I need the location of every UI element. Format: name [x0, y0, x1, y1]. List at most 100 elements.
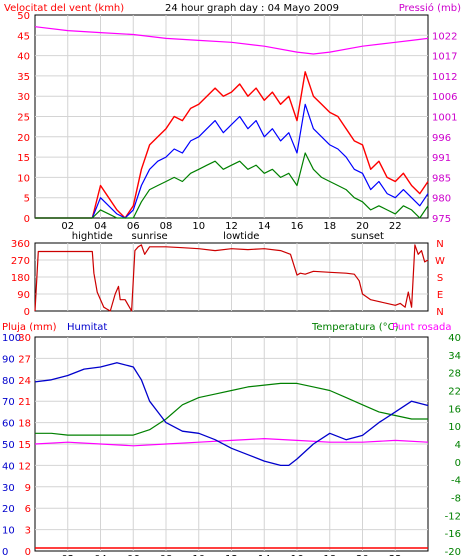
pressure-tick-label: 975	[432, 214, 451, 225]
rain-axis-title: Pluja (mm)	[2, 322, 57, 333]
pressure-tick-label: 1006	[432, 92, 457, 103]
temperature-tick-label: 28	[448, 369, 461, 380]
wind-x-tick-label: 16	[291, 221, 304, 232]
pressure-tick-label: 991	[432, 153, 451, 164]
wind-event-sunset: sunset	[351, 231, 384, 242]
temp-x-tick-label: 18	[323, 554, 336, 556]
humidity-tick-label: 0	[2, 547, 8, 556]
direction-compass-label: W	[435, 256, 445, 267]
wind-x-tick-label: 04	[94, 221, 107, 232]
rain-tick-label: 12	[18, 461, 31, 472]
wind-min-line	[35, 152, 429, 219]
humidity-axis-title: Humitat	[67, 322, 107, 333]
direction-tick-label: 180	[11, 273, 30, 284]
pressure-tick-label: 996	[432, 133, 451, 144]
humidity-tick-label: 30	[2, 483, 15, 494]
humidity-tick-label: 10	[2, 526, 15, 537]
temperature-tick-label: -16	[445, 529, 461, 540]
direction-compass-label: E	[437, 290, 443, 301]
temp-x-tick-label: 20	[356, 554, 369, 556]
humidity-tick-label: 90	[2, 354, 15, 365]
chart-title: 24 hour graph day : 04 Mayo 2009	[165, 3, 339, 14]
pressure-line	[34, 26, 429, 55]
rain-tick-label: 18	[18, 419, 31, 430]
dew-point-axis-title: Punt rosada	[392, 322, 451, 333]
humidity-tick-label: 40	[2, 461, 15, 472]
temperature-axis-title: Temperatura (°C)	[311, 322, 399, 333]
temperature-tick-label: 16	[448, 404, 461, 415]
direction-compass-label: N	[436, 307, 443, 318]
wind-x-tick-label: 20	[356, 221, 369, 232]
temperature-tick-label: -12	[445, 511, 461, 522]
pressure-tick-label: 985	[432, 173, 451, 184]
wind-x-tick-label: 14	[258, 221, 271, 232]
rain-tick-label: 0	[25, 547, 31, 556]
rain-tick-label: 30	[18, 333, 31, 344]
wind-tick-label: 15	[17, 153, 30, 164]
wind-tick-label: 50	[17, 11, 30, 22]
rain-tick-label: 21	[18, 397, 31, 408]
wind-x-tick-label: 08	[160, 221, 173, 232]
humidity-tick-label: 80	[2, 376, 15, 387]
pressure-axis-title: Pressió (mb)	[399, 2, 461, 14]
wind-x-tick-label: 06	[127, 221, 140, 232]
wind-tick-label: 10	[17, 173, 30, 184]
wind-gust-line	[35, 71, 429, 219]
wind-tick-label: 0	[24, 214, 30, 225]
temperature-line	[35, 382, 428, 436]
temp-x-tick-label: 04	[94, 554, 107, 556]
wind-direction-line	[34, 244, 429, 312]
pressure-tick-label: 980	[432, 194, 451, 205]
humidity-line	[34, 362, 429, 467]
humidity-tick-label: 50	[2, 440, 15, 451]
temperature-tick-label: -8	[451, 494, 461, 505]
temperature-tick-label: 22	[448, 387, 461, 398]
pressure-tick-label: 1017	[432, 52, 457, 63]
direction-compass-label: N	[436, 239, 443, 250]
direction-tick-label: 90	[17, 290, 30, 301]
temperature-tick-label: 34	[448, 351, 461, 362]
wind-event-lowtide: lowtide	[223, 231, 259, 242]
temp-x-tick-label: 14	[258, 554, 271, 556]
direction-tick-label: 270	[11, 256, 30, 267]
pressure-tick-label: 1022	[432, 31, 457, 42]
humidity-tick-label: 20	[2, 504, 15, 515]
temperature-tick-label: -20	[445, 547, 461, 556]
rain-tick-label: 6	[25, 504, 31, 515]
wind-event-sunrise: sunrise	[132, 231, 168, 242]
temp-x-tick-label: 10	[192, 554, 205, 556]
wind-axis-title: Velocitat del vent (kmh)	[4, 3, 124, 14]
wind-event-hightide: hightide	[72, 231, 113, 242]
direction-tick-label: 360	[11, 239, 30, 250]
rain-tick-label: 24	[18, 376, 31, 387]
rain-tick-label: 27	[18, 354, 31, 365]
rain-tick-label: 3	[25, 526, 31, 537]
direction-compass-label: S	[437, 273, 443, 284]
temp-x-tick-label: 06	[127, 554, 140, 556]
wind-tick-label: 35	[17, 72, 30, 83]
temp-x-tick-label: 22	[389, 554, 402, 556]
temperature-tick-label: -4	[451, 476, 461, 487]
wind-x-tick-label: 22	[389, 221, 402, 232]
pressure-tick-label: 1001	[432, 113, 457, 124]
rain-tick-label: 15	[18, 440, 31, 451]
wind-tick-label: 5	[24, 194, 30, 205]
temp-x-tick-label: 08	[160, 554, 173, 556]
temperature-tick-label: 40	[448, 333, 461, 344]
temp-x-tick-label: 16	[291, 554, 304, 556]
wind-x-tick-label: 12	[225, 221, 238, 232]
wind-tick-label: 45	[17, 31, 30, 42]
humidity-tick-label: 100	[2, 333, 21, 344]
wind-avg-line	[35, 103, 429, 219]
temperature-tick-label: 4	[455, 440, 461, 451]
wind-x-tick-label: 10	[192, 221, 205, 232]
wind-x-tick-label: 02	[61, 221, 74, 232]
dew-point-line	[34, 438, 429, 447]
wind-tick-label: 20	[17, 133, 30, 144]
temperature-tick-label: 10	[448, 422, 461, 433]
temp-x-tick-label: 02	[61, 554, 74, 556]
wind-tick-label: 25	[17, 113, 30, 124]
wind-tick-label: 30	[17, 92, 30, 103]
wind-tick-label: 40	[17, 52, 30, 63]
temperature-tick-label: 0	[455, 458, 461, 469]
